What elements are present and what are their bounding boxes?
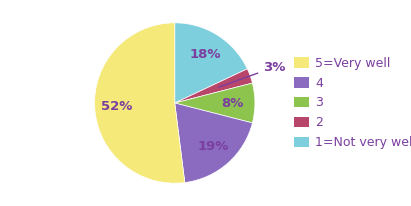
Wedge shape [175, 83, 255, 123]
Text: 3%: 3% [219, 61, 286, 87]
Text: 19%: 19% [197, 140, 229, 153]
Wedge shape [175, 103, 252, 183]
Text: 8%: 8% [221, 96, 244, 110]
Text: 18%: 18% [190, 48, 222, 61]
Wedge shape [175, 69, 252, 103]
Wedge shape [175, 23, 247, 103]
Text: 3%: 3% [0, 205, 1, 206]
Text: 52%: 52% [102, 100, 133, 113]
Wedge shape [95, 23, 185, 183]
Legend: 5=Very well, 4, 3, 2, 1=Not very well: 5=Very well, 4, 3, 2, 1=Not very well [291, 54, 411, 152]
